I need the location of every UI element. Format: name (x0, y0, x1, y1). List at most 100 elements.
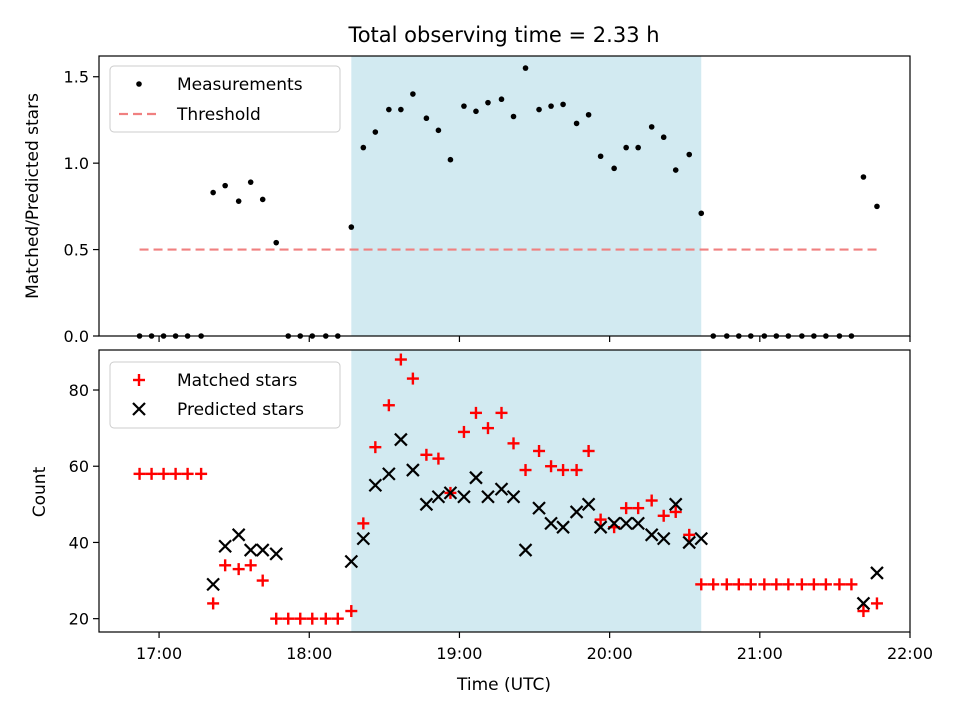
matched-stars-point (582, 444, 595, 457)
measurements-point (874, 203, 880, 210)
predicted-stars-point (394, 432, 408, 447)
count-panel-frame (98, 349, 911, 633)
measurements-point (522, 65, 529, 71)
count-xtick-label: 17:00 (136, 644, 182, 663)
measurements-point (473, 108, 479, 115)
matched-stars-point (319, 612, 332, 625)
measurements-legend-label: Measurements (177, 75, 303, 95)
predicted-stars-point (682, 535, 697, 550)
predicted-stars-point (644, 528, 659, 542)
matched-stars-point (345, 605, 358, 618)
matched-legend-marker (133, 374, 145, 386)
measurements-point (410, 91, 416, 97)
count-ytick-label: 20 (69, 610, 89, 629)
count-legend-box (109, 361, 341, 429)
measurements-point (386, 106, 392, 113)
ratio-axes: 0.0 0.5 1.0 1.5 (64, 68, 911, 346)
measurements-point (611, 165, 617, 172)
predicted-stars-point (619, 516, 633, 531)
measurements-point (398, 106, 404, 113)
measurements-point (660, 134, 667, 141)
matched-stars-point (632, 502, 645, 515)
count-xtick-label: 22:00 (887, 644, 933, 663)
predicted-stars-point (668, 497, 683, 512)
matched-stars-point (795, 578, 808, 591)
matched-stars-point (282, 612, 295, 625)
measurements-point (273, 239, 280, 246)
measurements-point (447, 156, 454, 163)
measurements-point (435, 127, 442, 134)
matched-stars-point (594, 513, 607, 526)
measurements-point (485, 99, 491, 106)
matched-stars-point (145, 467, 158, 480)
measurements-point (372, 129, 379, 135)
count-xtick-label: 21:00 (737, 644, 783, 663)
matched-stars-point (406, 372, 419, 385)
observing-window-bottom (351, 350, 702, 632)
measurements-point (360, 144, 367, 151)
matched-stars-point (720, 578, 733, 591)
matched-stars-point (133, 467, 146, 480)
matched-stars-point (683, 528, 696, 541)
predicted-stars-point (870, 566, 884, 580)
matched-stars-point (207, 597, 220, 610)
predicted-stars-point (593, 520, 608, 534)
matched-stars-point (357, 517, 370, 530)
measurements-point (560, 101, 566, 108)
matched-stars-point (469, 406, 482, 419)
matched-stars-point (833, 578, 846, 591)
measurements-point (210, 189, 216, 196)
measurements-point (548, 103, 554, 109)
measurements-point (597, 153, 604, 160)
matched-stars-point (157, 467, 170, 480)
matched-stars-point (195, 467, 208, 480)
predicted-stars-point (469, 470, 483, 485)
matched-stars-point (707, 578, 720, 591)
predicted-stars-point (631, 516, 645, 531)
count-xtick-label: 19:00 (436, 644, 482, 663)
measurements-point (698, 210, 705, 217)
count-legend: Matched stars Predicted stars (109, 361, 341, 429)
count-ytick-label: 80 (69, 381, 89, 400)
matched-stars-point (695, 578, 708, 591)
matched-stars-point (382, 399, 395, 412)
observing-window-top (351, 56, 702, 336)
matched-stars-point (732, 578, 745, 591)
count-ytick-label: 60 (69, 457, 89, 476)
measurements-point (860, 174, 867, 180)
ratio-panel: 0.0 0.5 1.0 1.5 Matched/Predicted stars Mea… (23, 55, 911, 346)
matched-stars-point (507, 437, 520, 450)
matched-stars-point (457, 425, 470, 438)
predicted-stars-point (269, 547, 283, 561)
predicted-stars-point (406, 463, 420, 477)
measurements-point (423, 115, 430, 122)
matched-legend-label: Matched stars (177, 371, 297, 391)
matched-stars-point (645, 494, 658, 507)
predicted-stars-point (206, 577, 220, 592)
measurements-point (648, 124, 655, 130)
matched-stars-point (657, 509, 670, 522)
ratio-ytick-label: 1.5 (64, 68, 89, 87)
predicted-legend-marker (132, 402, 146, 416)
matched-stars-point (432, 452, 445, 465)
predicted-stars-point (218, 539, 232, 554)
measurements-point (635, 144, 641, 151)
matched-stars-point (744, 578, 757, 591)
predicted-stars-point (581, 497, 596, 512)
matched-stars-point (807, 578, 820, 591)
ratio-legend-box (109, 65, 341, 133)
measurements-point (498, 96, 505, 103)
predicted-stars-point (431, 489, 446, 504)
predicted-stars-point (481, 489, 495, 504)
ratio-ytick-label: 0.0 (64, 327, 89, 346)
count-panel: 20 40 60 80 17:00 18:00 19:00 20:00 21:00 22:00 C… (30, 349, 933, 695)
matched-stars-point (181, 467, 194, 480)
predicted-stars-point (443, 486, 458, 500)
predicted-stars-point (419, 497, 434, 512)
ratio-legend: Measurements Threshold (109, 65, 341, 133)
matched-stars-point (519, 464, 532, 477)
predicted-stars-point (656, 531, 671, 546)
count-xtick-label: 20:00 (587, 644, 633, 663)
matched-stars-point (270, 612, 283, 625)
matched-stars-point (394, 353, 407, 366)
